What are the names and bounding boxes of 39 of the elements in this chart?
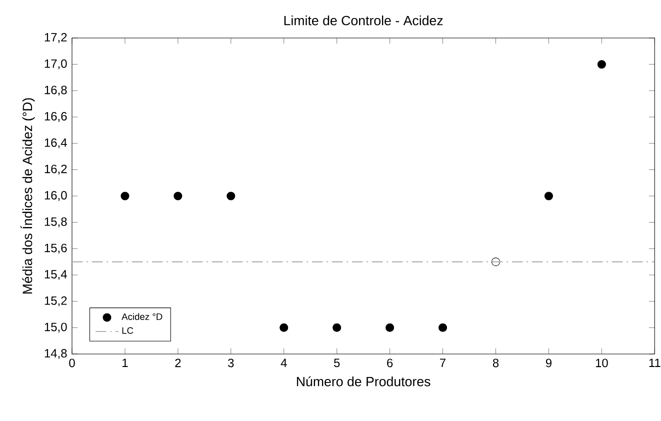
point <box>174 192 182 200</box>
y-tick-label: 15,8 <box>44 217 67 228</box>
x-axis-title: Número de Produtores <box>296 376 430 386</box>
y-tick-label: 15,6 <box>44 244 67 254</box>
y-tick-label: 17,0 <box>44 59 67 70</box>
x-tick-label: 10 <box>596 358 608 368</box>
y-tick-label: 17,2 <box>44 33 67 43</box>
x-tick-label: 11 <box>649 358 660 367</box>
x-tick-label: 6 <box>387 358 393 368</box>
x-tick-label: 0 <box>69 358 75 368</box>
y-tick-label: 16,8 <box>44 86 67 96</box>
y-tick-label: 14,8 <box>44 349 67 359</box>
point <box>120 192 130 200</box>
x-tick-label: 1 <box>122 358 128 367</box>
x-tick-label: 9 <box>546 358 552 368</box>
x-tick-label: 4 <box>280 358 287 367</box>
y-axis-title: Média dos Índices de Acidez (°D) <box>20 98 35 294</box>
x-tick-label: 2 <box>175 358 181 368</box>
point <box>386 323 394 332</box>
y-tick-label: 16,6 <box>44 112 67 122</box>
y-tick-label: 15,2 <box>44 296 67 306</box>
chart-title: Limite de Controle - Acidez <box>284 16 443 26</box>
y-tick-label: 15,0 <box>44 322 67 333</box>
legend-label: Acidez °D <box>122 313 162 320</box>
point <box>597 60 606 69</box>
x-tick-label: 8 <box>492 358 499 368</box>
x-tick-label: 7 <box>440 358 446 367</box>
y-tick-label: 16,4 <box>44 138 67 148</box>
y-tick-label: 16,2 <box>44 164 67 175</box>
x-tick-label: 5 <box>334 358 340 368</box>
point <box>226 192 236 200</box>
legend-label: LC <box>122 327 134 334</box>
point <box>280 323 288 332</box>
point <box>544 192 553 200</box>
y-tick-label: 15,4 <box>44 270 67 280</box>
point <box>438 323 448 332</box>
x-tick-label: 3 <box>228 358 234 368</box>
y-tick-label: 16,0 <box>44 191 67 201</box>
point <box>332 323 342 332</box>
